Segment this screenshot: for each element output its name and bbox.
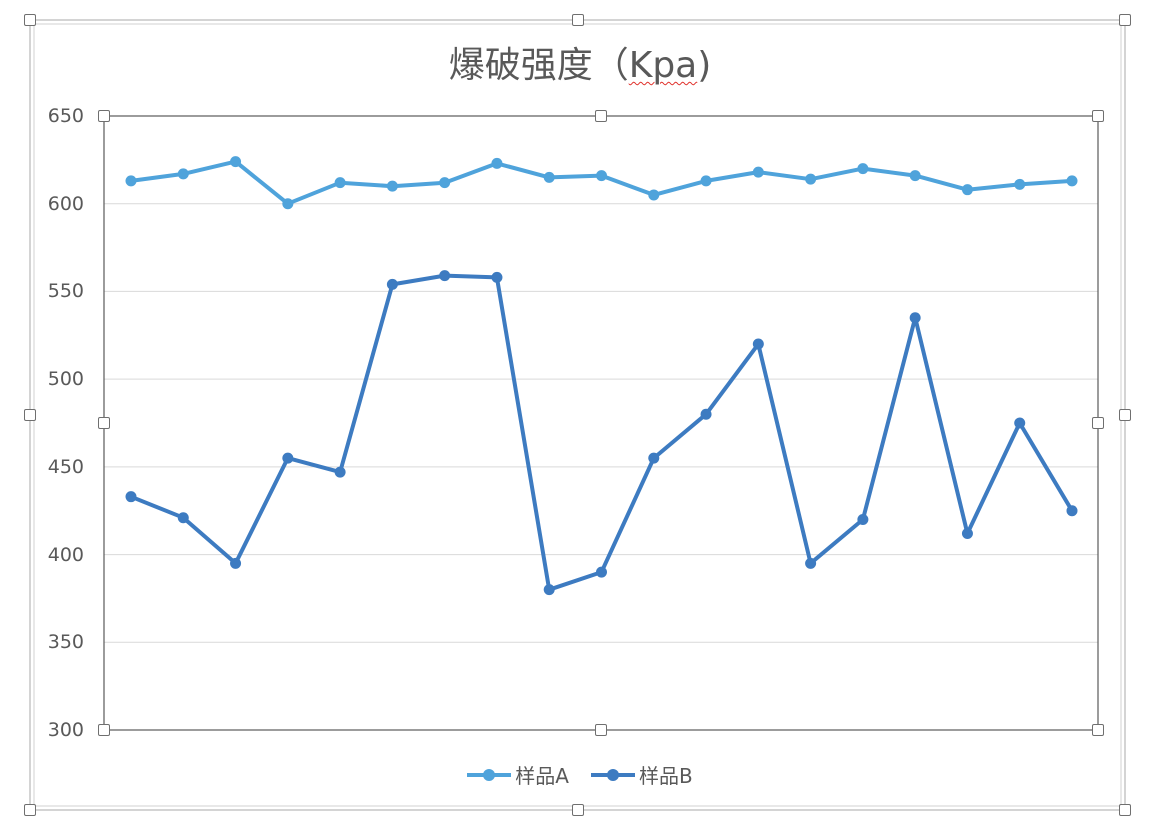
series-a-point [857,163,869,175]
chart-resize-handle[interactable] [24,409,36,421]
series-b-point [439,270,451,282]
chart-resize-handle[interactable] [1119,14,1131,26]
series-b-point [282,452,294,464]
series-b-point [125,491,137,503]
legend-dot-series-a [483,768,496,781]
y-tick-label: 500 [47,368,84,391]
series-b-point [909,312,921,324]
series-b-point [1066,505,1078,517]
legend-item-series-a[interactable]: 样品A [467,760,569,789]
legend: 样品A 样品B [0,760,1160,789]
series-b-point [334,466,346,478]
legend-item-series-b[interactable]: 样品B [590,760,693,789]
y-tick-label: 300 [47,719,84,741]
series-b-point [805,557,817,569]
series-b-point [700,408,712,420]
series-a-line [129,159,1074,206]
series-b-point [752,338,764,350]
series-a-point [752,166,764,178]
chart-resize-handle[interactable] [571,14,584,26]
series-b-point [386,278,398,290]
series-a-point [177,168,189,180]
series-b-point [648,452,660,464]
chart-resize-handle[interactable] [571,804,584,816]
series-a-point [596,170,607,182]
series-b-point [491,271,503,283]
series-a-point [961,184,973,196]
legend-marker-series-a [467,764,512,786]
chart-resize-handle[interactable] [1119,804,1131,816]
series-a-point [386,180,398,192]
legend-dot-series-b [606,768,619,781]
legend-label-series-a: 样品A [515,764,569,788]
series-a-point [1066,175,1078,187]
series-a-point [125,175,137,187]
chart-title: 爆破强度（Kpa) [30,40,1130,92]
series-b-point [961,528,973,540]
series-a-point [491,157,503,169]
title-main: 爆破强度（ [448,45,629,86]
chart-resize-handle[interactable] [24,14,36,26]
series-b-point [857,513,869,525]
plot-area-resize-handle[interactable] [595,110,607,122]
plot-area-resize-handle[interactable] [1092,724,1104,736]
legend-marker-series-b [590,764,635,786]
y-tick-label: 650 [47,105,84,127]
title-unit: Kpa [628,45,698,86]
chart-resize-handle[interactable] [1119,409,1131,421]
series-a-point [543,171,555,183]
plot-area-resize-handle[interactable] [1092,417,1104,429]
series-b-point [1014,417,1026,429]
y-tick-label: 450 [47,455,84,478]
plot-area-resize-handle[interactable] [98,110,110,122]
series-b-point [230,557,242,569]
y-tick-label: 600 [47,192,84,215]
plot-area-resize-handle[interactable] [595,724,607,736]
series-a-point [909,170,921,182]
series-a-point [805,173,817,185]
series-a-point [334,177,346,189]
series-b-point [543,584,555,596]
legend-label-series-b: 样品B [638,764,693,788]
series-b-point [596,566,607,578]
y-tick-label: 550 [47,280,84,303]
series-a-point [282,198,294,210]
plot-area-resize-handle[interactable] [98,417,110,429]
series-a-point [230,156,242,168]
chart-resize-handle[interactable] [24,804,36,816]
series-a-point [1014,178,1026,190]
series-a-point [700,175,712,187]
title-close: ) [697,45,712,86]
series-b-point [177,512,189,524]
plot-border [103,115,1099,731]
y-tick-label: 350 [47,631,84,654]
series-a-point [648,189,660,201]
series-b-line [129,273,1074,592]
plot-area-resize-handle[interactable] [98,724,110,736]
y-tick-label: 400 [47,543,84,566]
series-a-point [439,177,451,189]
plot-area-resize-handle[interactable] [1092,110,1104,122]
